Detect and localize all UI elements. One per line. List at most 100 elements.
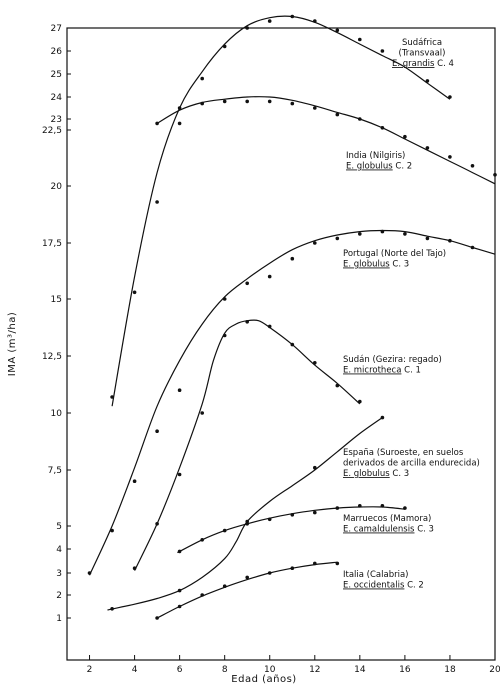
series-curve-sudafrica — [111, 15, 451, 407]
data-point-sudan — [358, 399, 362, 404]
data-point-marruecos — [222, 528, 227, 533]
data-point-sudan — [222, 333, 227, 338]
data-point-sudan — [155, 522, 159, 526]
series-sudafrica — [110, 14, 452, 407]
data-point-sudan — [177, 472, 182, 477]
data-point-india — [155, 121, 159, 126]
data-point-portugal — [448, 238, 452, 243]
series-label-italia: Italia (Calabria) — [343, 570, 409, 580]
series-india — [155, 96, 497, 185]
data-point-india — [222, 99, 227, 104]
data-point-marruecos — [290, 513, 295, 517]
data-point-sudafrica — [245, 26, 249, 30]
data-point-marruecos — [267, 517, 272, 522]
data-point-espana — [177, 588, 182, 593]
data-point-india — [177, 106, 182, 110]
data-point-portugal — [358, 232, 362, 236]
series-species-name: E. globulus — [343, 260, 390, 270]
series-curve-espana — [107, 417, 383, 611]
data-point-sudan — [313, 361, 317, 365]
y-tick-label: 22,5 — [42, 126, 62, 136]
data-point-marruecos — [380, 504, 385, 508]
y-tick-label: 12,5 — [42, 352, 62, 362]
data-point-italia — [155, 616, 159, 620]
series-species-name: E. grandis — [392, 59, 435, 69]
data-point-sudafrica — [267, 19, 272, 23]
data-point-india — [200, 101, 204, 106]
x-tick-label: 20 — [489, 665, 500, 675]
series-layer — [87, 14, 497, 620]
data-point-marruecos — [335, 506, 340, 510]
x-tick-label: 8 — [222, 665, 228, 675]
data-point-marruecos — [403, 506, 407, 510]
x-tick-label: 10 — [264, 665, 276, 675]
y-tick-label: 1 — [56, 614, 62, 624]
data-point-italia — [313, 561, 317, 566]
series-class: C. 3 — [390, 469, 409, 479]
data-point-portugal — [87, 571, 92, 575]
data-point-sudafrica — [132, 290, 137, 295]
data-point-india — [425, 146, 430, 150]
series-species-india: E. globulus C. 2 — [346, 162, 412, 172]
series-italia — [155, 561, 340, 620]
x-axis: 2 4 6 8 10 12 14 16 18 20 — [87, 655, 500, 675]
x-tick-label: 18 — [444, 665, 456, 675]
data-point-sudafrica — [425, 79, 430, 83]
data-point-italia — [290, 566, 295, 570]
x-tick-label: 12 — [309, 665, 320, 675]
series-species-italia: E. occidentalis C. 2 — [343, 581, 424, 591]
series-class: C. 2 — [393, 162, 412, 172]
y-tick-label: 3 — [56, 569, 62, 579]
series-species-name: E. microtheca — [343, 366, 401, 376]
x-tick-label: 16 — [399, 665, 411, 675]
series-class: C. 4 — [434, 59, 453, 69]
data-point-sudafrica — [177, 121, 182, 126]
data-point-portugal — [110, 528, 114, 533]
data-point-marruecos — [177, 549, 182, 554]
data-point-italia — [177, 604, 182, 609]
x-tick-label: 2 — [87, 665, 93, 675]
data-point-portugal — [222, 297, 227, 301]
x-tick-label: 4 — [132, 665, 138, 675]
data-point-sudafrica — [222, 44, 227, 49]
data-point-sudafrica — [290, 14, 295, 19]
series-label-marruecos: Marruecos (Mamora) — [343, 514, 431, 524]
data-point-sudafrica — [335, 28, 340, 33]
series-label-sudafrica: (Transvaal) — [399, 49, 446, 59]
data-point-sudafrica — [313, 19, 317, 23]
data-point-india — [380, 126, 385, 130]
data-point-india — [245, 99, 249, 104]
x-tick-label: 6 — [177, 665, 183, 675]
data-point-portugal — [313, 241, 317, 245]
series-class: C. 3 — [390, 260, 409, 270]
series-species-sudafrica: E. grandis C. 4 — [392, 59, 454, 69]
series-species-espana: E. globulus C. 3 — [343, 469, 409, 479]
data-point-sudafrica — [200, 76, 204, 81]
plot-frame — [66, 27, 496, 661]
data-point-portugal — [132, 479, 137, 484]
series-sudan — [132, 319, 362, 571]
data-point-marruecos — [245, 522, 249, 526]
series-label-sudafrica: Sudáfrica — [402, 38, 442, 48]
y-tick-label: 25 — [51, 70, 62, 80]
series-curve-india — [156, 96, 496, 185]
data-point-sudan — [290, 342, 295, 347]
y-tick-label: 17,5 — [42, 239, 62, 249]
y-tick-label: 2 — [56, 591, 62, 601]
data-point-sudan — [245, 320, 249, 324]
series-label-espana: España (Suroeste, en suelos — [343, 448, 464, 458]
data-point-india — [290, 101, 295, 106]
data-point-portugal — [155, 429, 159, 434]
data-point-sudan — [335, 383, 340, 388]
data-point-portugal — [290, 256, 295, 261]
data-point-portugal — [380, 229, 385, 234]
data-point-sudafrica — [380, 49, 385, 53]
y-tick-label: 23 — [51, 115, 62, 125]
series-species-portugal: E. globulus C. 3 — [343, 260, 409, 270]
y-axis-title: IMA (m³/ha) — [7, 312, 18, 376]
series-species-name: E. camaldulensis — [343, 525, 415, 535]
series-curve-italia — [156, 561, 338, 619]
data-point-marruecos — [358, 504, 362, 508]
